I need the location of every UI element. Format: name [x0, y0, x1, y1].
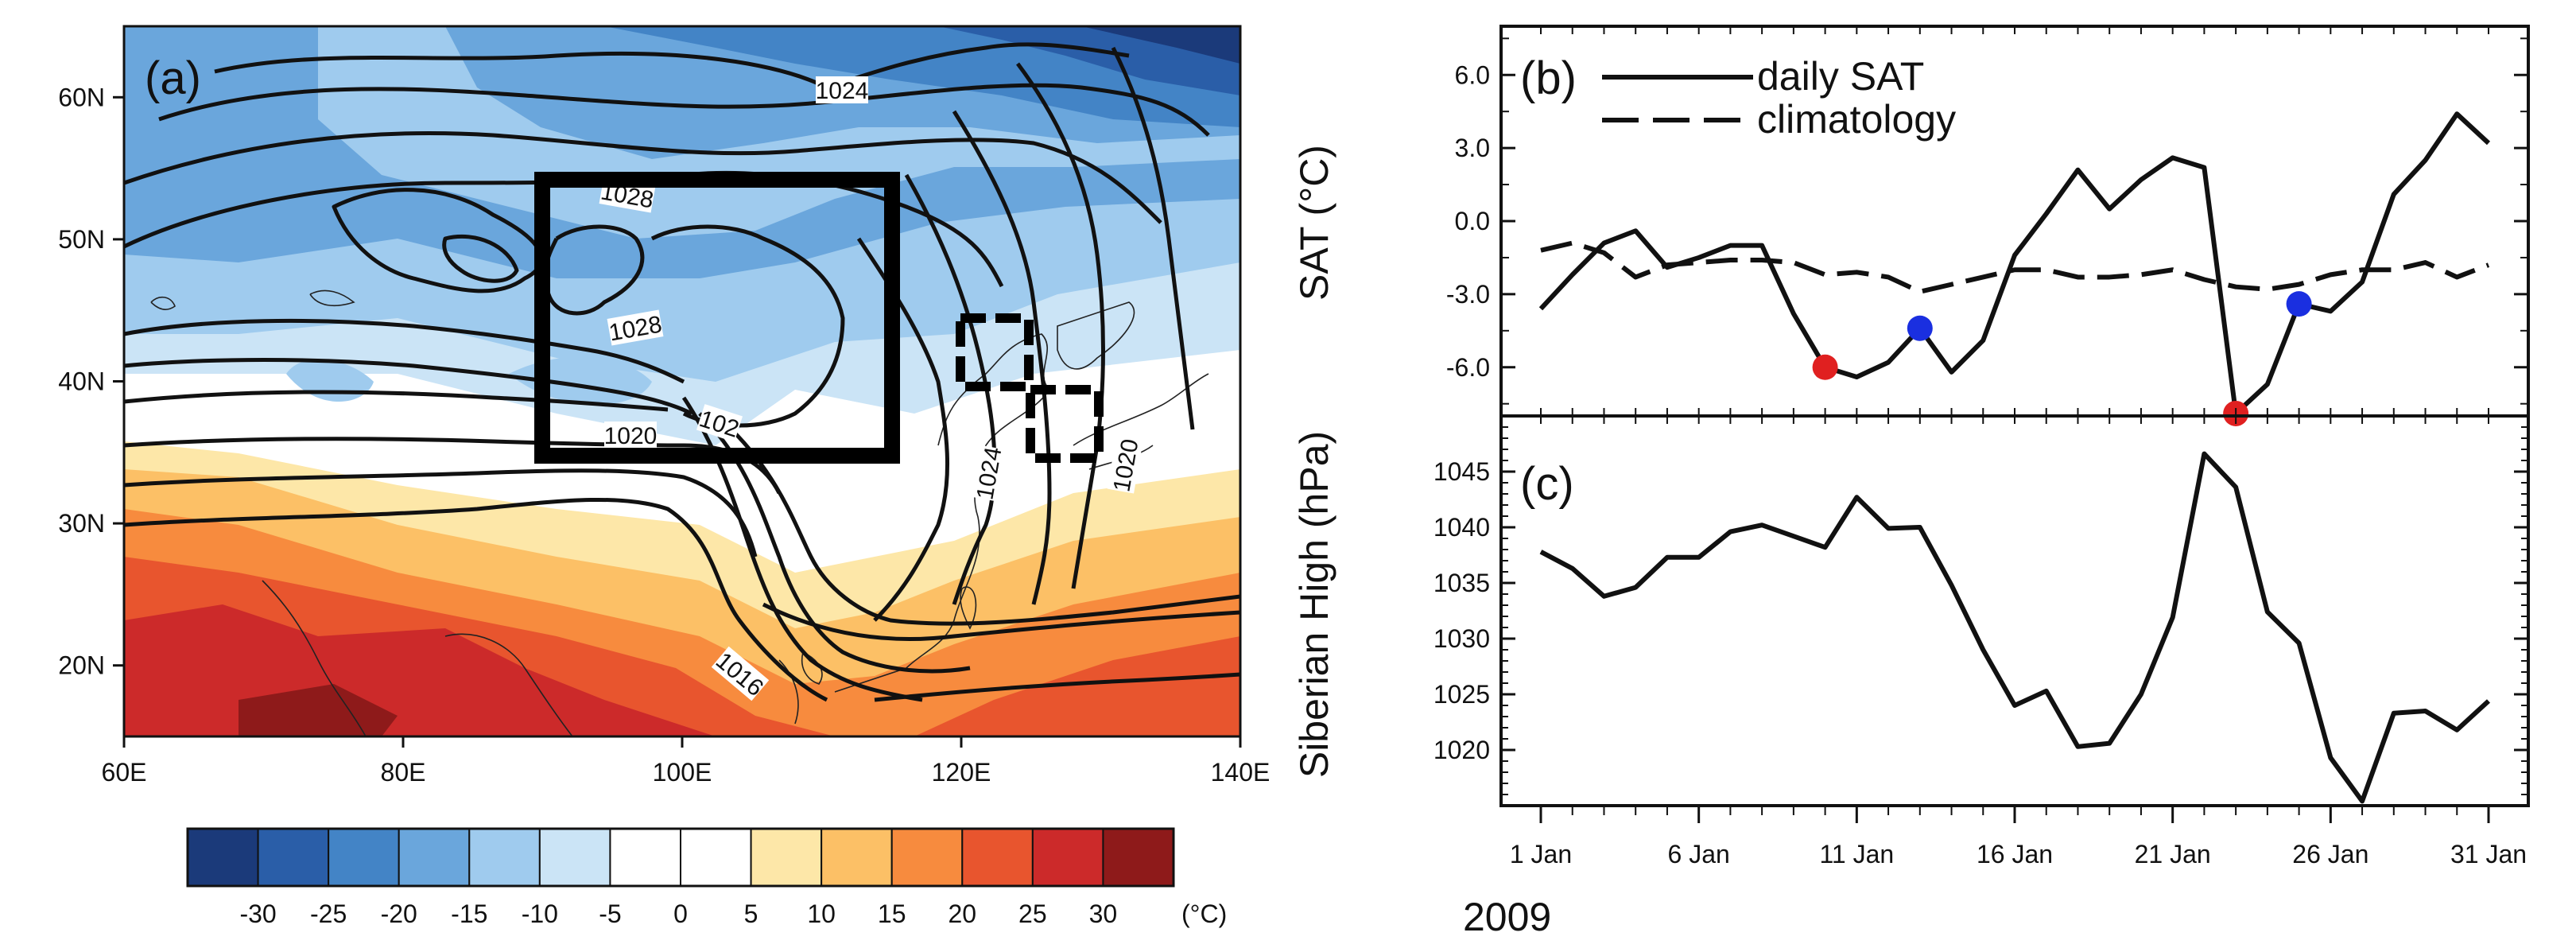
map-x-tick-label: 120E	[932, 758, 991, 787]
siberian-high-y-tick-label: 1040	[1433, 513, 1490, 542]
sat-y-tick-label: 3.0	[1455, 134, 1490, 162]
sat-y-axis-label: SAT (°C)	[1292, 145, 1336, 301]
colorbar-tick-label: 15	[878, 899, 906, 928]
sat-y-tick-label: 6.0	[1455, 60, 1490, 89]
sat-y-tick-label: 0.0	[1455, 207, 1490, 235]
colorbar-tick-label: 10	[807, 899, 836, 928]
x-tick-label: 1 Jan	[1510, 840, 1572, 868]
siberian-high-y-tick-label: 1045	[1433, 457, 1490, 486]
map-x-tick-label: 100E	[653, 758, 712, 787]
colorbar-tick-label: 25	[1018, 899, 1047, 928]
colorbar-swatch	[961, 828, 1034, 887]
colorbar-tick-label: -30	[239, 899, 276, 928]
siberian-high-axes: 1045 1040 1035 1030 1025 1020 1 Jan 6 Jan 11 Jan…	[1433, 26, 2528, 868]
contour-label: 1024	[816, 78, 869, 104]
colorbar-swatch	[609, 828, 682, 887]
map-y-tick-label: 40N	[58, 367, 105, 396]
siberian-high-y-axis-label: Siberian High (hPa)	[1292, 431, 1336, 778]
siberian-high-series	[1539, 451, 2491, 804]
panel-label-b: (b)	[1520, 52, 1577, 104]
sat-y-tick-label: -3.0	[1446, 280, 1490, 309]
colorbar-swatch	[257, 828, 330, 887]
siberian-high-panel: (c) Siberian High (hPa) 1045 1040 1035 1030…	[1292, 26, 2530, 939]
contour-label: 1020	[604, 423, 658, 449]
sat-y-tick-label: -6.0	[1446, 353, 1490, 382]
map-axes: 60E 80E 100E 120E 140E 60N 50N 40N 30N 20N	[58, 83, 1270, 787]
colorbar-tick-label: -25	[310, 899, 347, 928]
map-y-tick-label: 20N	[58, 651, 105, 680]
colorbar-tick-label: -10	[522, 899, 558, 928]
legend: daily SAT climatology	[1602, 54, 1956, 142]
colorbar-swatch	[680, 828, 752, 887]
region-box-main	[534, 172, 900, 464]
colorbar-tick-label: -15	[451, 899, 487, 928]
sat-axes: 6.0 3.0 0.0 -3.0 -6.0	[1446, 37, 2528, 405]
colorbar-swatch	[468, 828, 541, 887]
colorbar-swatch	[187, 828, 259, 887]
colorbar: -30 -25 -20 -15 -10 -5 0 5 10 15 20 25 30 (°C)	[186, 827, 1227, 928]
sat-panel: (b) SAT (°C) daily SAT climatology 6.0 3.…	[1292, 25, 2530, 426]
colorbar-swatch	[821, 828, 893, 887]
map-x-tick-label: 60E	[102, 758, 147, 787]
map-y-tick-label: 30N	[58, 509, 105, 538]
temperature-map: 1024 1028 1028 1020 102 1024 1020 1016	[58, 25, 1270, 787]
legend-label-daily-sat: daily SAT	[1757, 54, 1924, 99]
sat-event-marker	[1812, 354, 1838, 380]
colorbar-swatch	[1102, 828, 1175, 887]
siberian-high-y-tick-label: 1020	[1433, 736, 1490, 764]
colorbar-unit: (°C)	[1181, 899, 1227, 928]
panel-label-c: (c)	[1520, 458, 1574, 510]
colorbar-swatch	[538, 828, 611, 887]
colorbar-swatch	[398, 828, 471, 887]
daily-sat-line	[1538, 111, 2491, 416]
map-y-tick-label: 50N	[58, 225, 105, 254]
siberian-high-y-tick-label: 1030	[1433, 624, 1490, 653]
sat-series	[1538, 111, 2491, 416]
sat-event-marker	[1907, 315, 1933, 341]
colorbar-swatch	[1031, 828, 1104, 887]
colorbar-tick-label: 30	[1089, 899, 1118, 928]
x-tick-label: 11 Jan	[1819, 840, 1894, 868]
colorbar-swatch	[890, 828, 964, 887]
colorbar-swatch	[750, 828, 823, 887]
colorbar-tick-label: 0	[673, 899, 688, 928]
x-tick-label: 6 Jan	[1668, 840, 1730, 868]
coastlines	[150, 289, 1209, 736]
colorbar-tick-label: -20	[381, 899, 417, 928]
colorbar-tick-label: -5	[599, 899, 621, 928]
colorbar-tick-label: 5	[744, 899, 758, 928]
siberian-high-y-tick-label: 1035	[1433, 569, 1490, 597]
map-x-tick-label: 140E	[1211, 758, 1271, 787]
siberian-high-frame	[1499, 414, 2530, 807]
sat-event-marker	[2286, 291, 2312, 317]
sat-frame	[1499, 25, 2530, 418]
map-x-tick-label: 80E	[381, 758, 426, 787]
year-label: 2009	[1463, 895, 1551, 939]
map-y-tick-label: 60N	[58, 83, 105, 111]
colorbar-frame	[186, 827, 1175, 888]
panel-label-a: (a)	[145, 52, 201, 104]
colorbar-swatch	[328, 828, 400, 887]
x-tick-label: 26 Jan	[2292, 840, 2368, 868]
siberian-high-y-tick-label: 1025	[1433, 680, 1490, 709]
colorbar-tick-label: 20	[948, 899, 976, 928]
x-tick-label: 21 Jan	[2135, 840, 2211, 868]
climatology-line	[1540, 240, 2490, 294]
legend-label-climatology: climatology	[1757, 97, 1956, 142]
x-tick-label: 31 Jan	[2450, 840, 2527, 868]
x-tick-label: 16 Jan	[1977, 840, 2053, 868]
siberian-high-line	[1539, 451, 2491, 804]
